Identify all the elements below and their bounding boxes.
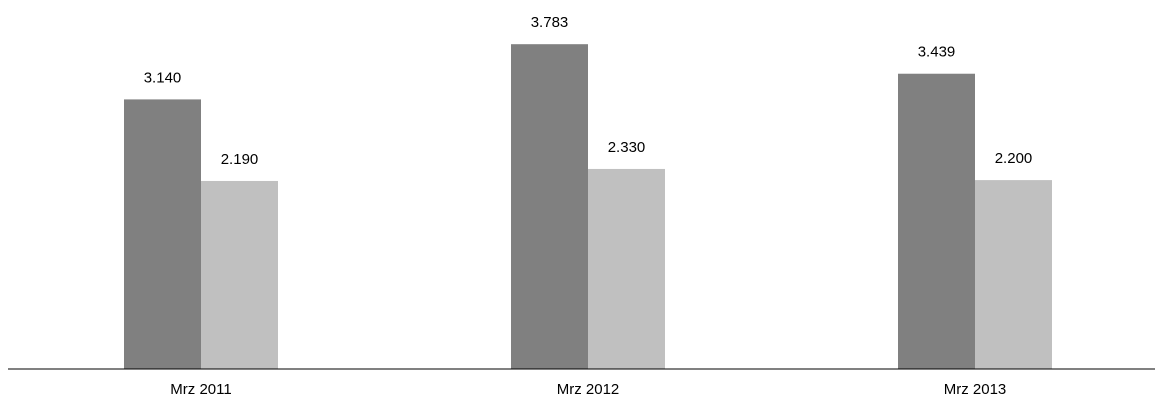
category-label-1: Mrz 2012 xyxy=(557,381,620,398)
bar-series2-0 xyxy=(201,180,278,369)
data-label-series1-1: 3.783 xyxy=(531,14,569,31)
category-label-0: Mrz 2011 xyxy=(170,381,231,398)
category-label-2: Mrz 2013 xyxy=(944,381,1007,398)
bar-series1-1 xyxy=(511,44,588,369)
data-label-series1-0: 3.140 xyxy=(144,69,182,86)
bar-series1-0 xyxy=(124,99,201,369)
bar-series2-2 xyxy=(975,180,1052,369)
data-label-series2-1: 2.330 xyxy=(608,139,646,156)
data-label-series2-2: 2.200 xyxy=(995,150,1033,167)
data-label-series2-0: 2.190 xyxy=(221,151,259,168)
category-labels-layer: Mrz 2011 Mrz 2012 Mrz 2013 xyxy=(170,381,1006,398)
bar-series2-1 xyxy=(588,168,665,369)
bars-layer xyxy=(124,44,1052,369)
bar-series1-2 xyxy=(898,73,975,369)
data-labels-layer: 3.140 2.190 3.783 2.330 3.439 2.200 xyxy=(144,14,1033,168)
data-label-series1-2: 3.439 xyxy=(918,44,956,61)
